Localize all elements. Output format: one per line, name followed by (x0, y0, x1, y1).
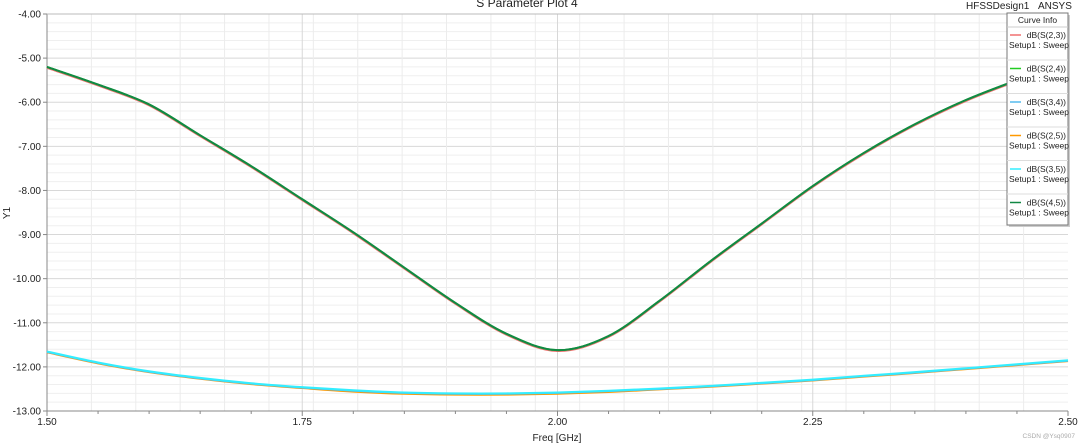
chart-title: S Parameter Plot 4 (476, 0, 578, 10)
legend-entry-setup: Setup1 : Sweep (1009, 40, 1069, 50)
x-tick-label: 2.25 (803, 417, 823, 428)
design-label: HFSSDesign1 (966, 1, 1030, 12)
legend-box (1006, 12, 1069, 226)
y-tick-label: -11.00 (13, 318, 41, 329)
y-tick-label: -7.00 (18, 142, 41, 153)
series-line-dB(S(4,5)) (46, 61, 1069, 352)
y-tick-label: -8.00 (18, 186, 41, 197)
legend-entry-name: dB(S(3,4)) (1027, 97, 1066, 107)
x-tick-label: 2.00 (548, 417, 568, 428)
legend-entry-setup: Setup1 : Sweep (1009, 174, 1069, 184)
axes: -4.00 -5.00 -6.00 -7.00 -8.00 -9.00 -10.00 -11.… (13, 10, 1079, 429)
y-tick-label: -9.00 (18, 230, 41, 241)
legend-entry-name: dB(S(2,5)) (1027, 131, 1066, 141)
legend-entry-name: dB(S(4,5)) (1027, 198, 1066, 208)
legend-entry-name: dB(S(3,5)) (1027, 164, 1066, 174)
y-tick-label: -5.00 (18, 54, 41, 65)
legend-entry-setup: Setup1 : Sweep (1009, 107, 1069, 117)
x-tick-label: 1.50 (37, 417, 57, 428)
legend-entry-setup: Setup1 : Sweep (1009, 208, 1069, 218)
x-tick-label: 1.75 (293, 417, 313, 428)
x-tick-label: 2.50 (1058, 417, 1078, 428)
y-tick-label: -4.00 (18, 10, 41, 21)
y-tick-label: -13.00 (13, 407, 42, 418)
series-lines (46, 61, 1069, 396)
grid (47, 13, 1068, 412)
y-axis-label: Y1 (2, 206, 13, 219)
series-line-dB(S(3,5)) (46, 350, 1069, 395)
legend-entry-name: dB(S(2,4)) (1027, 64, 1066, 74)
y-tick-label: -6.00 (18, 98, 41, 109)
y-tick-label: -10.00 (13, 274, 42, 285)
x-axis-label: Freq [GHz] (533, 433, 582, 444)
y-tick-label: -12.00 (13, 362, 42, 373)
legend-entry-setup: Setup1 : Sweep (1009, 74, 1069, 84)
legend-title: Curve Info (1018, 15, 1057, 25)
watermark: CSDN @Ysq0907 (1023, 433, 1076, 440)
legend-entry-setup: Setup1 : Sweep (1009, 141, 1069, 151)
legend-entry-name: dB(S(2,3)) (1027, 30, 1066, 40)
ansys-label: ANSYS (1038, 1, 1072, 12)
